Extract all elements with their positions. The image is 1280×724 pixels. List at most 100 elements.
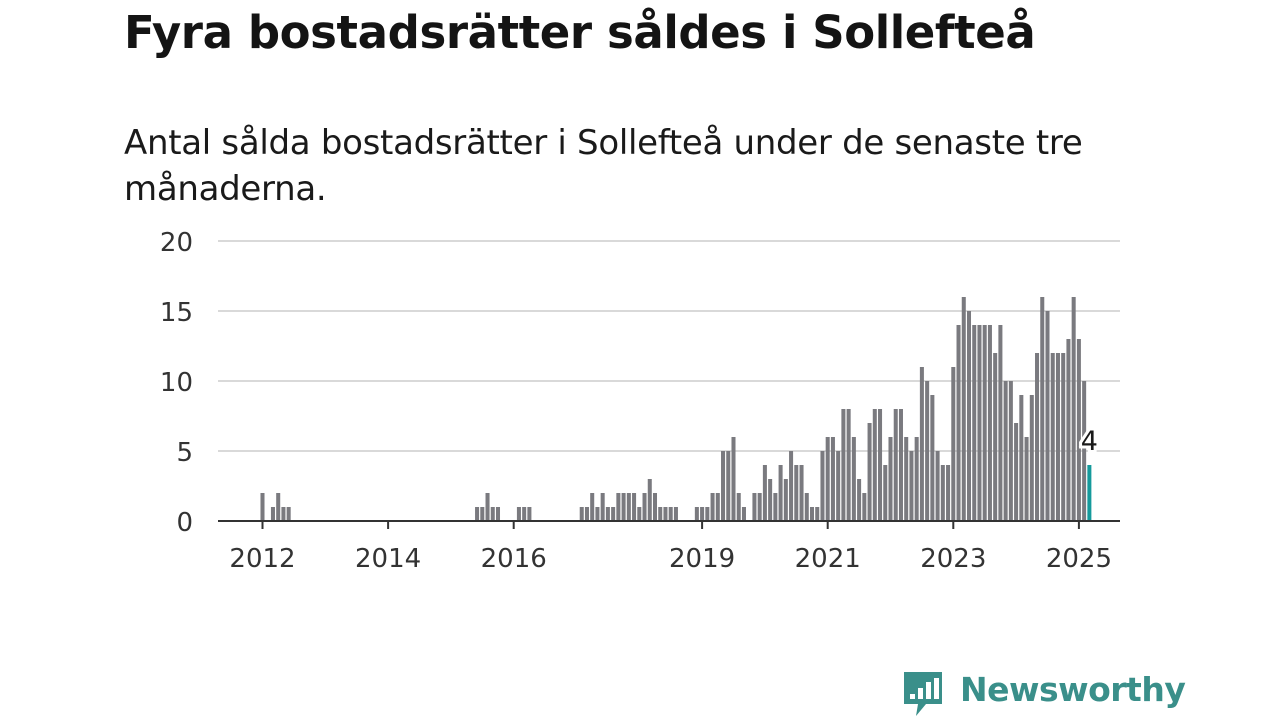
bar — [705, 507, 710, 521]
bar — [741, 507, 746, 521]
bar — [736, 493, 741, 521]
annotation-label: 4 — [1081, 426, 1098, 457]
bar — [768, 479, 773, 521]
bar — [621, 493, 626, 521]
bar — [977, 325, 982, 521]
bar — [935, 451, 940, 521]
logo-text: Newsworthy — [960, 670, 1186, 709]
bar — [668, 507, 673, 521]
bar — [1050, 353, 1055, 521]
bar — [616, 493, 621, 521]
bar — [584, 507, 589, 521]
bar — [1029, 395, 1034, 521]
bar — [516, 507, 521, 521]
newsworthy-logo[interactable]: Newsworthy — [902, 670, 1186, 720]
bar — [632, 493, 637, 521]
bar — [841, 409, 846, 521]
x-tick-label: 2014 — [355, 544, 421, 574]
bar — [652, 493, 658, 521]
bar — [930, 395, 935, 521]
newsworthy-chart-bubble-icon — [904, 672, 942, 716]
bar — [872, 409, 877, 521]
bar — [658, 507, 663, 521]
bar — [647, 479, 652, 521]
x-tick-label: 2021 — [795, 544, 861, 574]
bar — [778, 465, 783, 521]
bar — [1019, 395, 1024, 521]
bar — [1076, 339, 1081, 521]
bar — [998, 325, 1003, 521]
bar — [527, 507, 532, 521]
bar — [783, 479, 788, 521]
bar — [522, 507, 527, 521]
bar — [794, 465, 799, 521]
bar — [893, 409, 898, 521]
bar — [804, 493, 809, 521]
bar — [825, 437, 830, 521]
bar — [946, 465, 951, 521]
bar — [878, 409, 883, 521]
bar — [642, 493, 647, 521]
bar — [673, 507, 678, 521]
bar — [480, 507, 485, 521]
bar — [637, 507, 642, 521]
axes — [218, 520, 1120, 529]
bar — [694, 507, 699, 521]
y-tick-label: 15 — [160, 298, 193, 328]
bar — [757, 493, 762, 521]
bar — [721, 451, 726, 521]
bar — [595, 507, 600, 521]
bar — [752, 493, 757, 521]
bar — [789, 451, 794, 521]
bar — [731, 437, 736, 521]
bar — [799, 465, 804, 521]
bar — [663, 507, 668, 521]
bar — [898, 409, 903, 521]
bar — [762, 465, 767, 521]
x-tick-label: 2023 — [920, 544, 986, 574]
bar — [951, 367, 956, 521]
bar — [1040, 297, 1045, 521]
bar — [919, 367, 924, 521]
bar — [993, 353, 998, 521]
bar — [605, 507, 610, 521]
bar — [851, 437, 856, 521]
bar — [809, 507, 815, 521]
bar — [883, 465, 888, 521]
bar — [710, 493, 715, 521]
bar — [773, 493, 778, 521]
bar — [914, 437, 919, 521]
x-tick-label: 2019 — [669, 544, 735, 574]
bar — [715, 493, 720, 521]
bar — [260, 493, 265, 521]
bar — [982, 325, 987, 521]
y-tick-label: 20 — [160, 228, 193, 258]
bar — [1082, 381, 1087, 521]
bar — [961, 297, 966, 521]
bar — [590, 493, 595, 521]
bar — [1061, 353, 1066, 521]
labels: 0 5 10 15 20 2012 2014 2016 2019 2021 2023 2025 4 — [160, 228, 1112, 574]
bar — [281, 507, 286, 521]
bar — [815, 507, 820, 521]
x-tick-label: 2025 — [1046, 544, 1112, 574]
bar — [904, 437, 909, 521]
bar — [490, 507, 495, 521]
bar — [286, 507, 291, 521]
y-tick-label: 0 — [176, 508, 193, 538]
chart-subtitle: Antal sålda bostadsrätter i Sollefteå un… — [124, 123, 1083, 209]
bar — [700, 507, 705, 521]
x-tick-label: 2016 — [481, 544, 547, 574]
bar — [1008, 381, 1013, 521]
bar — [820, 451, 825, 521]
bar — [276, 493, 281, 521]
bar — [626, 493, 631, 521]
bar — [972, 325, 977, 521]
bar — [1003, 381, 1008, 521]
bar — [956, 325, 961, 521]
bar — [1066, 339, 1071, 521]
bar — [940, 465, 945, 521]
y-tick-label: 10 — [160, 368, 193, 398]
bar — [857, 479, 862, 521]
